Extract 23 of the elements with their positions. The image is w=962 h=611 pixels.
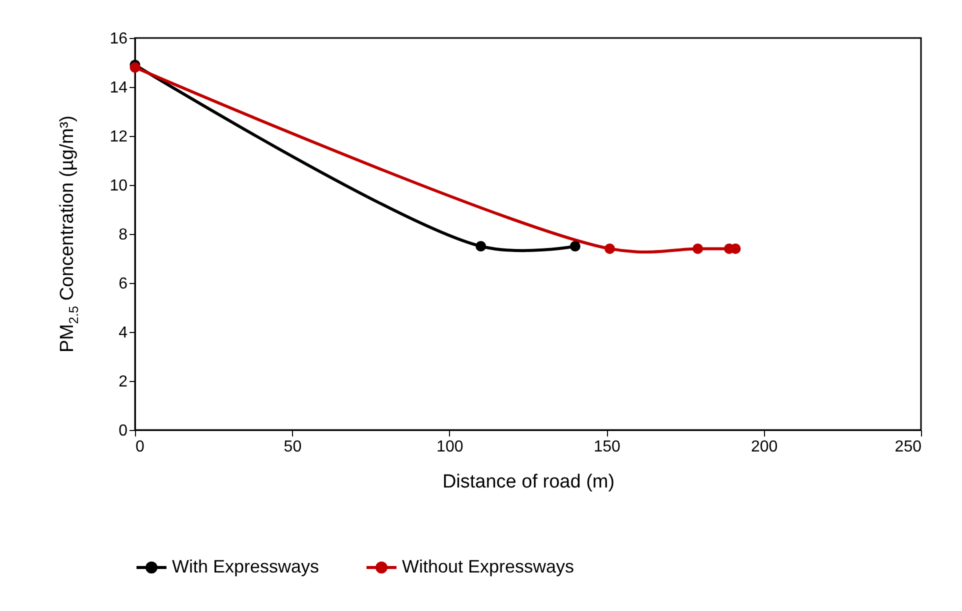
x-axis-title: Distance of road (m) [442, 472, 615, 492]
legend-label: With Expressways [172, 556, 320, 576]
x-tick-label: 250 [894, 438, 922, 456]
point [692, 243, 704, 254]
y-tick-label: 8 [118, 226, 128, 244]
x-tick-label: 150 [594, 438, 621, 456]
x-tick-label: 0 [136, 438, 144, 456]
point [604, 243, 615, 254]
x-tick-label: 100 [436, 438, 464, 456]
y-tick-label: 12 [110, 128, 128, 146]
y-tick-label: 6 [118, 276, 128, 292]
y-tick-label: 16 [110, 30, 128, 48]
y-tick-label: 4 [118, 324, 128, 342]
point [570, 241, 580, 252]
y-tick-label: 10 [110, 178, 128, 194]
x-tick-label: 200 [750, 438, 778, 456]
legend-label: Without Expressways [402, 556, 574, 576]
point [476, 241, 486, 252]
y-tick-label: 0 [118, 422, 128, 440]
y-tick-label: 2 [118, 374, 128, 390]
x-tick-label: 50 [284, 438, 302, 456]
y-tick-label: 14 [110, 80, 128, 96]
point [130, 62, 140, 73]
